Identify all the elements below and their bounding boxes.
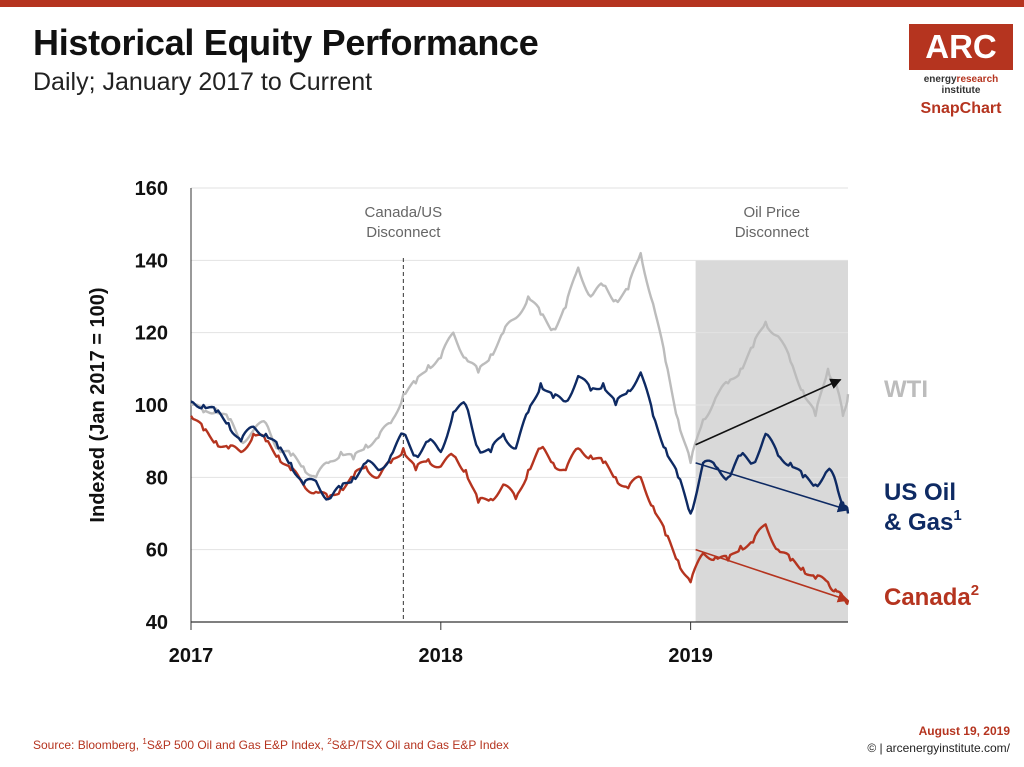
- y-tick-label-80: 80: [146, 467, 168, 489]
- publish-date: August 19, 2019: [918, 724, 1010, 738]
- trend-arrow-us: [695, 462, 850, 513]
- annotation-oil-price-line-1: Oil Price: [743, 204, 800, 221]
- logo-research: research: [956, 74, 999, 85]
- series-line-us: [190, 371, 850, 515]
- y-tick-label-100: 100: [135, 395, 168, 417]
- top-accent-bar: [0, 0, 1024, 7]
- series-label-wti: WTI: [884, 376, 928, 403]
- y-tick-label-40: 40: [146, 612, 168, 634]
- x-tick-label-2018: 2018: [419, 645, 464, 667]
- series-label-us-line-2: & Gas1: [884, 507, 962, 536]
- logo-tagline: SnapChart: [920, 100, 1002, 117]
- y-tick-label-60: 60: [146, 540, 168, 562]
- series-label-us-footnote: 1: [953, 507, 961, 524]
- footnote-2: S&P/TSX Oil and Gas E&P Index: [331, 738, 509, 752]
- logo-energy: energy: [923, 74, 957, 85]
- page-title: Historical Equity Performance: [33, 22, 539, 63]
- website-credit: © | arcenergyinstitute.com/: [867, 741, 1010, 755]
- series-label-canada: Canada2: [884, 582, 979, 611]
- page-subtitle: Daily; January 2017 to Current: [33, 68, 373, 96]
- series-label-canada-text: Canada: [884, 584, 971, 611]
- source-note: Source: Bloomberg, 1S&P 500 Oil and Gas …: [33, 737, 509, 752]
- x-tick-label-2019: 2019: [668, 645, 713, 667]
- equity-performance-chart: Canada/US Disconnect Oil Price Disconnect 40…: [87, 178, 979, 667]
- series-label-us-line-1: US Oil: [884, 479, 956, 506]
- y-tick-label-160: 160: [135, 178, 168, 200]
- arc-logo: ARC energyresearch institute SnapChart: [909, 24, 1013, 128]
- trend-arrow-wti: [695, 378, 842, 446]
- logo-line-1: energyresearch: [909, 74, 1013, 85]
- series-label-canada-footnote: 2: [971, 582, 979, 599]
- annotation-canada-us-line-1: Canada/US: [365, 204, 443, 221]
- logo-institute: institute: [941, 85, 981, 96]
- trend-arrow-canada: [695, 548, 850, 603]
- x-tick-label-2017: 2017: [169, 645, 214, 667]
- logo-mark: ARC: [909, 24, 1013, 70]
- footnote-mark-1: 1: [142, 737, 147, 746]
- y-tick-label-140: 140: [135, 250, 168, 272]
- series-label-us-text: & Gas: [884, 509, 953, 536]
- source-prefix: Source: Bloomberg,: [33, 738, 143, 752]
- annotation-canada-us-line-2: Disconnect: [366, 224, 441, 241]
- y-axis-title: Indexed (Jan 2017 = 100): [87, 287, 109, 522]
- annotation-oil-price-line-2: Disconnect: [735, 224, 810, 241]
- series-line-wti: [190, 251, 850, 479]
- footnote-mark-2: 2: [327, 737, 332, 746]
- y-tick-label-120: 120: [135, 323, 168, 345]
- footnote-1: S&P 500 Oil and Gas E&P Index,: [146, 738, 328, 752]
